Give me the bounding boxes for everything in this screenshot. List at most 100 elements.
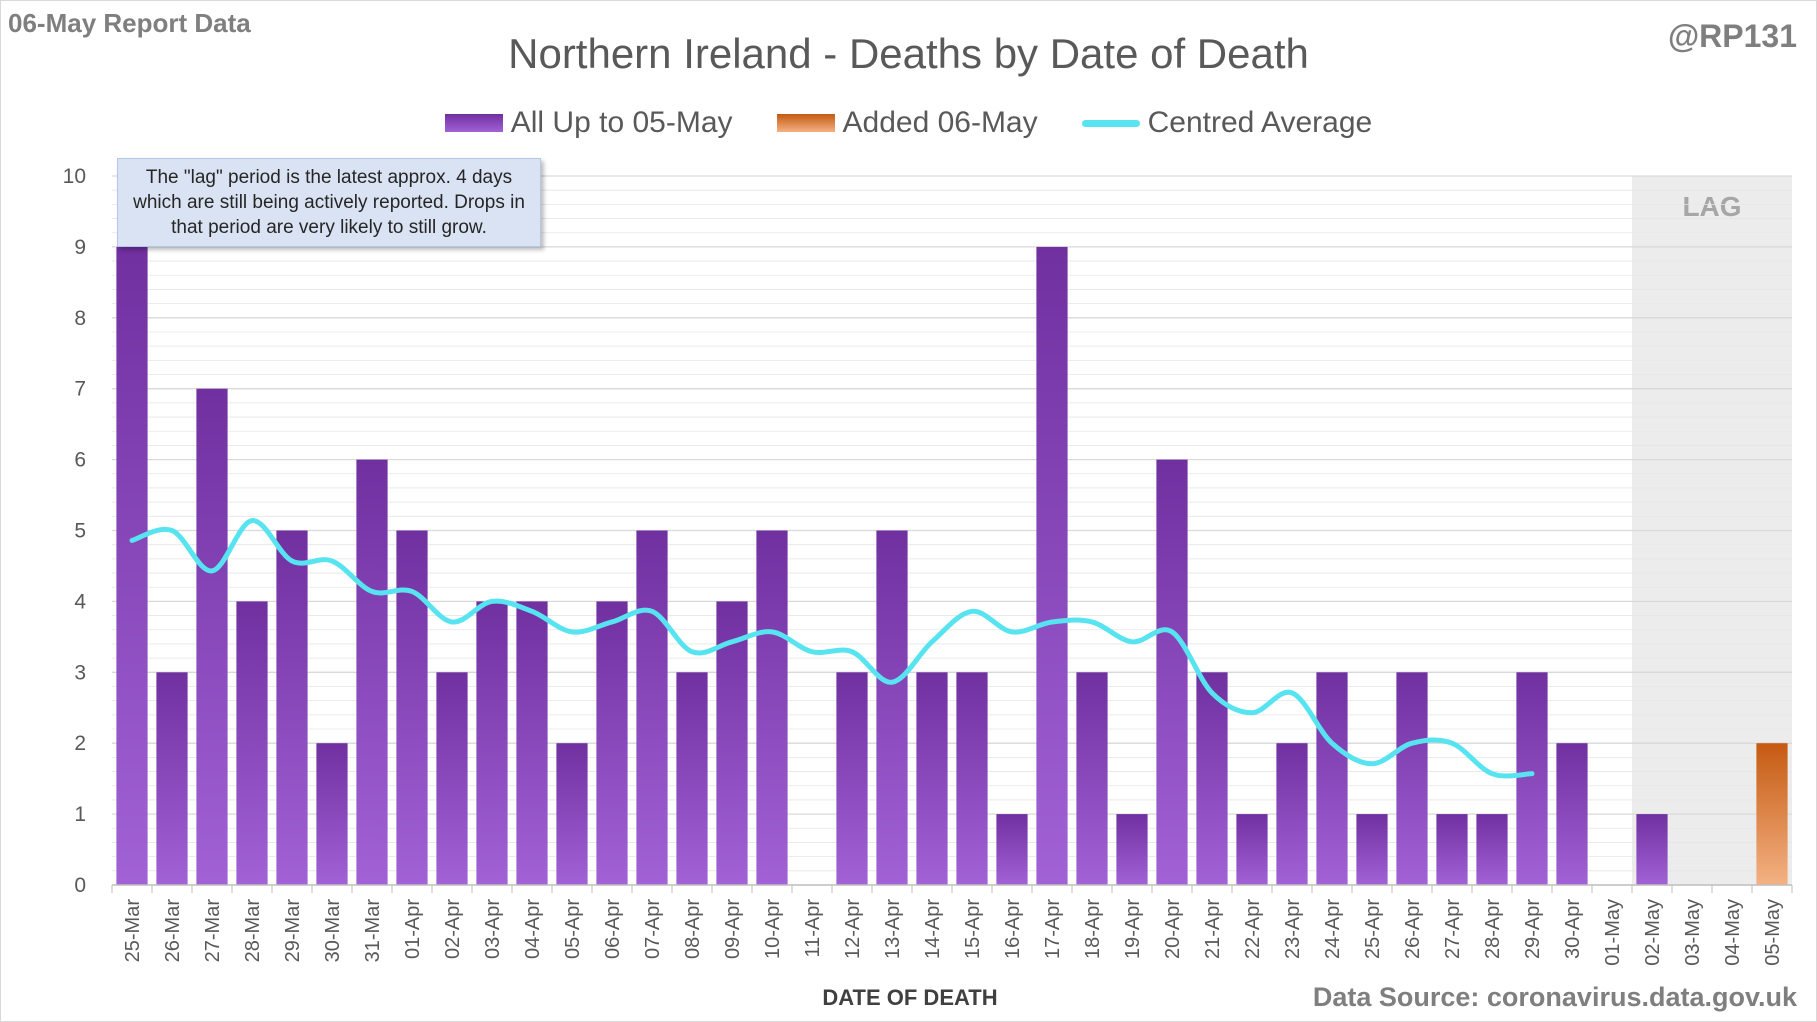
bar-all-up-to-05-may: [396, 530, 428, 885]
bar-all-up-to-05-may: [116, 246, 148, 885]
bar-all-up-to-05-may: [516, 601, 548, 885]
bar-all-up-to-05-may: [156, 672, 188, 885]
lag-label: LAG: [1682, 191, 1741, 222]
y-tick-label: 0: [74, 874, 86, 897]
x-tick-label: 22-Apr: [1242, 899, 1264, 959]
x-tick-label: 18-Apr: [1082, 899, 1104, 959]
report-date-label: 06-May Report Data: [8, 8, 251, 38]
bar-all-up-to-05-may: [876, 530, 908, 885]
x-tick-label: 01-May: [1602, 899, 1624, 966]
x-tick-label: 05-Apr: [562, 899, 584, 959]
x-tick-label: 28-Mar: [242, 899, 264, 963]
legend-label: All Up to 05-May: [510, 106, 733, 139]
x-tick-label: 26-Apr: [1402, 899, 1424, 959]
x-axis-title: DATE OF DEATH: [822, 985, 998, 1010]
bar-all-up-to-05-may: [1636, 814, 1668, 885]
x-tick-label: 09-Apr: [722, 899, 744, 959]
x-tick-label: 14-Apr: [922, 899, 944, 959]
bar-all-up-to-05-may: [1076, 672, 1108, 885]
bar-all-up-to-05-may: [1116, 814, 1148, 885]
y-tick-label: 7: [74, 378, 86, 401]
x-tick-label: 05-May: [1762, 899, 1784, 966]
y-tick-label: 6: [74, 449, 86, 472]
y-tick-label: 8: [74, 307, 86, 330]
y-tick-label: 10: [63, 165, 86, 188]
x-tick-label: 24-Apr: [1322, 899, 1344, 959]
legend-swatch-orange: [776, 114, 835, 132]
x-tick-label: 30-Apr: [1562, 899, 1584, 959]
bar-all-up-to-05-may: [1516, 672, 1548, 885]
x-tick-label: 08-Apr: [682, 899, 704, 959]
x-tick-label: 03-May: [1682, 899, 1704, 966]
bar-all-up-to-05-may: [1276, 743, 1308, 885]
bar-added-06-may: [1756, 743, 1788, 885]
bar-all-up-to-05-may: [596, 601, 628, 885]
x-tick-label: 17-Apr: [1042, 899, 1064, 959]
legend-swatch-cyan: [1081, 119, 1140, 127]
bar-all-up-to-05-may: [1436, 814, 1468, 885]
x-tick-label: 12-Apr: [842, 899, 864, 959]
legend-item-added-06-may: Added 06-May: [776, 106, 1038, 140]
y-tick-label: 4: [74, 590, 86, 613]
x-tick-label: 23-Apr: [1282, 899, 1304, 959]
bar-all-up-to-05-may: [1396, 672, 1428, 885]
x-tick-label: 27-Mar: [202, 899, 224, 963]
x-tick-label: 06-Apr: [602, 899, 624, 959]
x-tick-label: 25-Mar: [122, 899, 144, 963]
bar-all-up-to-05-may: [1316, 672, 1348, 885]
bar-all-up-to-05-may: [1196, 672, 1228, 885]
y-tick-label: 1: [74, 803, 86, 826]
bar-all-up-to-05-may: [236, 601, 268, 885]
lag-note-callout: The "lag" period is the latest approx. 4…: [117, 158, 541, 247]
legend-item-all-up-to-05-may: All Up to 05-May: [444, 106, 733, 140]
bar-all-up-to-05-may: [1236, 814, 1268, 885]
bar-all-up-to-05-may: [1476, 814, 1508, 885]
y-tick-label: 9: [74, 236, 86, 259]
x-tick-label: 04-Apr: [522, 899, 544, 959]
x-tick-label: 27-Apr: [1442, 899, 1464, 959]
bar-all-up-to-05-may: [956, 672, 988, 885]
centred-average-line: [129, 518, 1535, 779]
y-tick-label: 3: [74, 661, 86, 684]
x-tick-label: 11-Apr: [802, 899, 824, 958]
bar-all-up-to-05-may: [636, 530, 668, 885]
x-tick-label: 25-Apr: [1362, 899, 1384, 959]
legend-swatch-purple: [444, 114, 503, 132]
legend-item-centred-average: Centred Average: [1081, 106, 1373, 140]
bar-all-up-to-05-may: [316, 743, 348, 885]
x-tick-label: 29-Apr: [1522, 899, 1544, 959]
bar-all-up-to-05-may: [1036, 246, 1068, 885]
bar-all-up-to-05-may: [476, 601, 508, 885]
data-source-label: Data Source: coronavirus.data.gov.uk: [1312, 982, 1797, 1012]
x-tick-label: 21-Apr: [1202, 899, 1224, 959]
bar-all-up-to-05-may: [1156, 459, 1188, 885]
x-tick-label: 01-Apr: [402, 899, 424, 959]
x-tick-label: 10-Apr: [762, 899, 784, 959]
chart-title: Northern Ireland - Deaths by Date of Dea…: [508, 30, 1309, 77]
bar-all-up-to-05-may: [916, 672, 948, 885]
bar-all-up-to-05-may: [436, 672, 468, 885]
x-tick-label: 26-Mar: [162, 899, 184, 963]
bar-all-up-to-05-may: [1356, 814, 1388, 885]
legend-label: Centred Average: [1147, 106, 1373, 139]
x-tick-label: 03-Apr: [482, 899, 504, 959]
x-tick-label: 15-Apr: [962, 899, 984, 959]
bar-all-up-to-05-may: [676, 672, 708, 885]
x-tick-label: 02-May: [1642, 899, 1664, 966]
y-tick-label: 2: [74, 732, 86, 755]
x-tick-label: 30-Mar: [322, 899, 344, 963]
x-tick-label: 07-Apr: [642, 899, 664, 959]
bar-all-up-to-05-may: [1556, 743, 1588, 885]
x-tick-label: 31-Mar: [362, 899, 384, 963]
bar-all-up-to-05-may: [356, 459, 388, 885]
x-tick-label: 28-Apr: [1482, 899, 1504, 959]
x-tick-label: 02-Apr: [442, 899, 464, 959]
bar-all-up-to-05-may: [836, 672, 868, 885]
legend-label: Added 06-May: [842, 106, 1038, 139]
y-tick-label: 5: [74, 520, 86, 543]
chart-legend: All Up to 05-May Added 06-May Centred Av…: [0, 106, 1817, 140]
x-tick-label: 20-Apr: [1162, 899, 1184, 959]
bar-all-up-to-05-may: [556, 743, 588, 885]
x-tick-label: 19-Apr: [1122, 899, 1144, 959]
x-tick-label: 29-Mar: [282, 899, 304, 963]
